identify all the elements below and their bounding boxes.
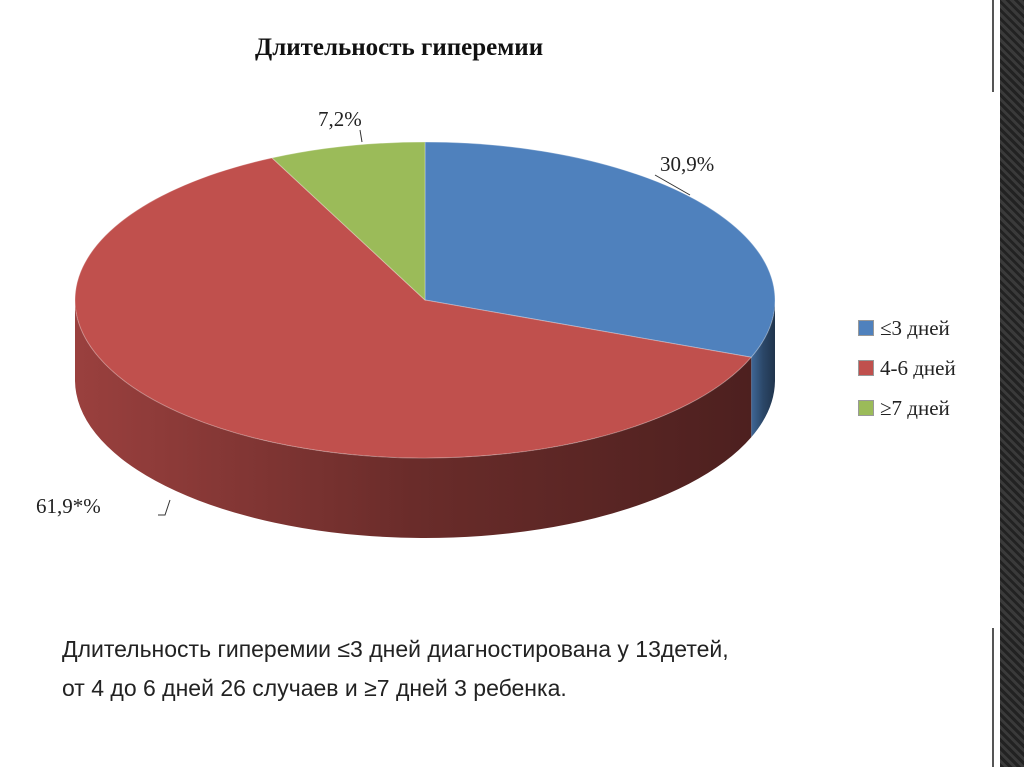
chart-legend: ≤3 дней 4-6 дней ≥7 дней <box>858 308 956 428</box>
caption-line-2: от 4 до 6 дней 26 случаев и ≥7 дней 3 ре… <box>62 675 567 701</box>
caption-line-1: Длительность гиперемии ≤3 дней диагности… <box>62 636 729 662</box>
pie-slice-0 <box>424 141 776 358</box>
legend-item: ≤3 дней <box>858 308 956 348</box>
data-label-0: 30,9% <box>660 152 715 176</box>
pie-slice-1 <box>74 157 753 459</box>
legend-label: ≥7 дней <box>880 395 950 420</box>
decorative-line <box>992 0 994 92</box>
leader-line-0 <box>654 174 691 196</box>
legend-swatch <box>858 400 874 416</box>
pie-side-0 <box>751 300 775 438</box>
pie-chart <box>74 129 776 538</box>
legend-swatch <box>858 320 874 336</box>
pie-slice-2 <box>270 141 426 302</box>
pie-side-1 <box>74 300 752 538</box>
data-label-2: 7,2% <box>318 107 362 131</box>
decorative-line <box>992 628 994 767</box>
leader-line-1 <box>158 499 171 516</box>
legend-item: 4-6 дней <box>858 348 956 388</box>
legend-label: 4-6 дней <box>880 355 956 380</box>
legend-label: ≤3 дней <box>880 315 950 340</box>
legend-swatch <box>858 360 874 376</box>
decorative-side-bar <box>1000 0 1024 767</box>
chart-title: Длительность гиперемии <box>255 34 544 61</box>
legend-item: ≥7 дней <box>858 388 956 428</box>
caption: Длительность гиперемии ≤3 дней диагности… <box>62 630 729 708</box>
data-label-1: 61,9*% <box>36 494 101 518</box>
leader-line-2 <box>359 129 363 143</box>
